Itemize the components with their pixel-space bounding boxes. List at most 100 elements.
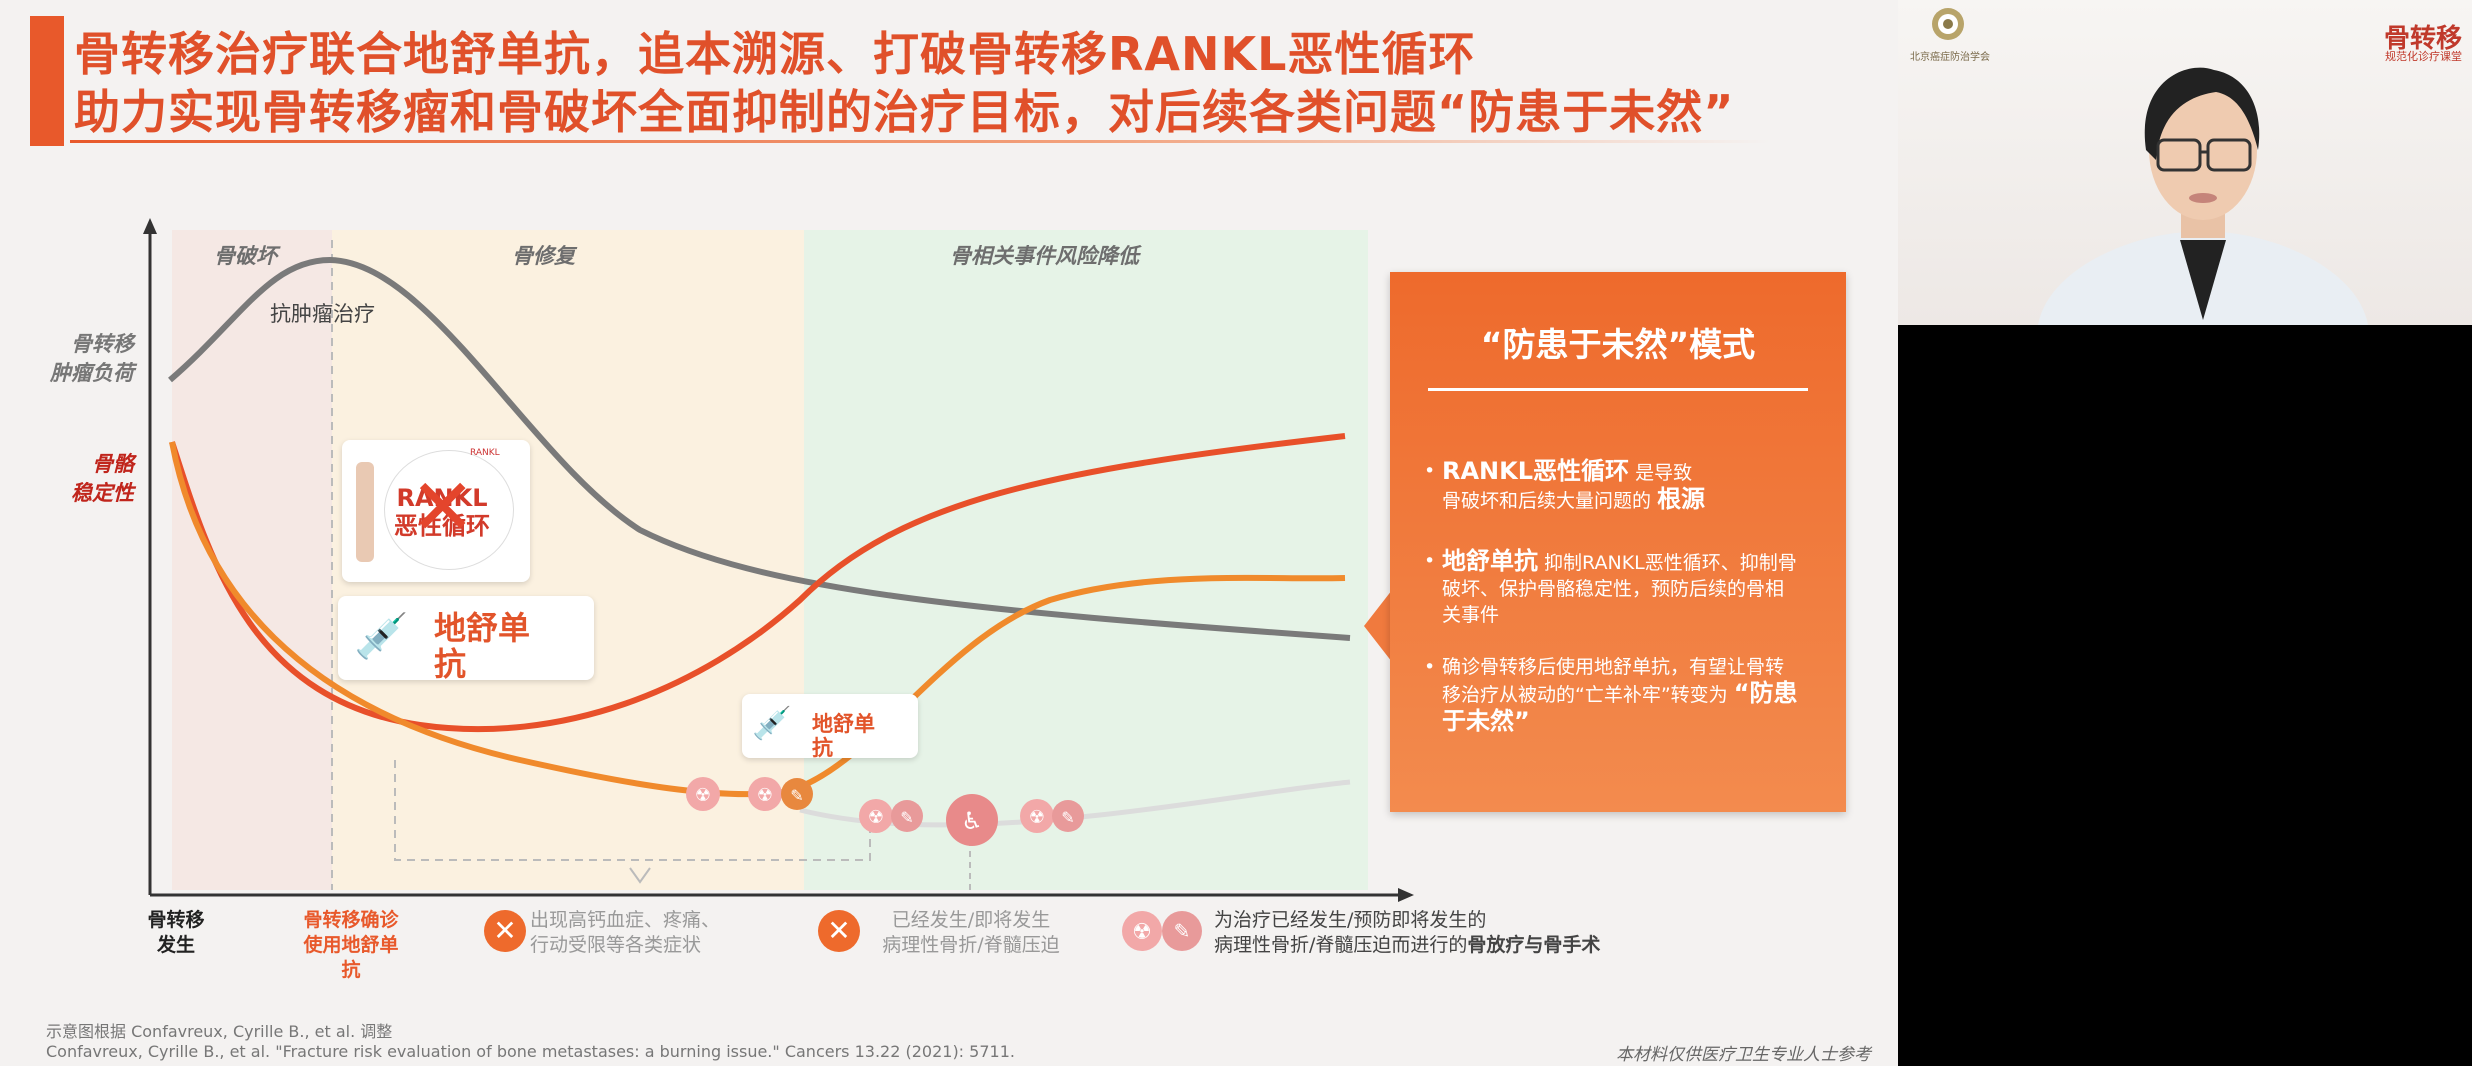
rankl-image-caption: RANKL	[470, 448, 500, 458]
y-axis-arrow	[143, 218, 157, 234]
xlabel-onset-line1: 骨转移	[147, 909, 205, 931]
model-box-pointer	[1364, 590, 1392, 662]
cross-icon: ✕	[410, 463, 476, 553]
xlabel-symptoms: 出现高钙血症、疼痛、 行动受限等各类症状	[530, 908, 750, 958]
xlabel-symptoms-line1: 出现高钙血症、疼痛、	[530, 909, 721, 931]
speaker-video: 北京癌症防治学会 骨转移 规范化诊疗课堂	[1898, 0, 2472, 325]
model-bullet-1-big2: 根源	[1657, 485, 1706, 513]
xlabel-onset: 骨转移 发生	[134, 908, 218, 958]
title-accent-bar	[30, 16, 64, 146]
phase-bg-destruction	[172, 230, 332, 890]
model-bullet-1-big: RANKL恶性循环	[1442, 457, 1630, 485]
xlabel-treatment-line2-text: 病理性骨折/脊髓压迫而进行的	[1214, 934, 1468, 956]
denosumab-callout-small-text: 地舒单 抗	[812, 712, 875, 760]
ylabel-tumor-burden-line1: 骨转移	[71, 332, 134, 356]
model-bullet-2: • 地舒单抗 抑制RANKL恶性循环、抑制骨破坏、保护骨骼稳定性，预防后续的骨相…	[1424, 547, 1797, 626]
denosumab-callout-large-line2: 抗	[434, 645, 467, 683]
model-title: “防患于未然”模式	[1480, 325, 1756, 364]
xlabel-fracture-line2: 病理性骨折/脊髓压迫	[882, 934, 1060, 956]
footnote-line2: Confavreux, Cyrille B., et al. "Fracture…	[46, 1042, 1015, 1061]
ylabel-bone-stability-line1: 骨骼	[92, 452, 134, 476]
xlabel-diagnosis-line1: 骨转移确诊	[303, 909, 399, 931]
rankl-image-text-line2: 恶性循环	[394, 512, 490, 540]
svg-text:✎: ✎	[1061, 808, 1074, 827]
model-box: “防患于未然”模式 • RANKL恶性循环 是导致 骨破坏和后续大量问题的 根源…	[1390, 272, 1846, 812]
denosumab-callout-small-line1: 地舒单	[812, 712, 875, 736]
svg-text:♿: ♿	[961, 807, 983, 835]
syringe-icon: 💉	[354, 611, 409, 662]
svg-text:☢: ☢	[1132, 920, 1152, 945]
svg-text:✎: ✎	[900, 808, 913, 827]
svg-text:✎: ✎	[1174, 919, 1191, 943]
event-marker-radiation-1: ☢	[686, 777, 720, 811]
glasses-left	[2156, 138, 2202, 172]
phase-bg-risk	[804, 230, 1368, 890]
ylabel-tumor-burden: 骨转移 肿瘤负荷	[30, 330, 134, 388]
treatment-icons: ☢ ✎	[1122, 911, 1202, 951]
scalpel-icon	[1162, 911, 1202, 951]
syringe-icon: 💉	[752, 704, 792, 742]
denosumab-callout-small-line2: 抗	[812, 736, 833, 760]
society-logo-text: 北京癌症防治学会	[1910, 52, 1990, 63]
program-title: 骨转移	[2383, 24, 2462, 54]
rankl-cycle-image: RANKL RANKL 恶性循环 ✕	[342, 440, 530, 582]
ylabel-tumor-burden-line2: 肿瘤负荷	[50, 361, 134, 385]
face	[2149, 80, 2257, 220]
xlabel-diagnosis-line2: 使用地舒单	[303, 934, 399, 956]
cycle-circle	[384, 450, 514, 570]
event-marker-patient: ♿	[946, 794, 998, 846]
model-bullet-2-big: 地舒单抗	[1442, 547, 1538, 575]
model-bullet-3-small: 确诊骨转移后使用地舒单抗，有望让骨转移治疗从被动的“亡羊补牢”转变为	[1442, 656, 1785, 706]
denosumab-callout-large-text: 地舒单 抗	[434, 610, 530, 682]
xlabel-onset-line2: 发生	[156, 934, 195, 956]
svg-text:☢: ☢	[868, 807, 884, 828]
event-marker-scalpel-2: ✎	[891, 800, 923, 832]
rankl-image-text: RANKL 恶性循环	[394, 484, 490, 540]
footnote: 示意图根据 Confavreux, Cyrille B., et al. 调整 …	[46, 1022, 1015, 1062]
event-marker-scalpel-3: ✎	[1052, 800, 1084, 832]
xlabel-treatment-line1: 为治疗已经发生/预防即将发生的	[1214, 909, 1487, 931]
phase-label-destruction: 骨破坏	[214, 244, 277, 268]
xlabel-treatment-bold: 骨放疗与骨手术	[1467, 934, 1601, 956]
model-bullet-3: • 确诊骨转移后使用地舒单抗，有望让骨转移治疗从被动的“亡羊补牢”转变为 “防患…	[1424, 656, 1798, 735]
denosumab-callout-large: 💉 地舒单 抗	[338, 596, 594, 682]
empty-video-area	[1898, 325, 2472, 1066]
model-bullet-1-small1: 是导致	[1635, 462, 1693, 484]
event-marker-scalpel-1: ✎	[781, 778, 813, 810]
x-mark-icon: ✕	[484, 910, 526, 952]
annotation-antitumor: 抗肿瘤治疗	[270, 302, 375, 326]
footnote-line1: 示意图根据 Confavreux, Cyrille B., et al. 调整	[46, 1022, 393, 1041]
xlabel-diagnosis-line3: 抗	[341, 959, 361, 981]
slide-title-line2: 助力实现骨转移瘤和骨破坏全面抑制的治疗目标，对后续各类问题“防患于未然”	[74, 85, 1735, 139]
title-underline	[70, 140, 1770, 143]
bracket-point	[629, 867, 651, 884]
model-bullet-3-big: “防患于未然”	[1442, 679, 1798, 735]
ylabel-bone-stability-line2: 稳定性	[71, 481, 134, 505]
denosumab-callout-large-line1: 地舒单	[434, 609, 531, 647]
phase-label-repair: 骨修复	[512, 244, 575, 268]
svg-text:☢: ☢	[757, 785, 773, 806]
xlabel-treatment-line2: 病理性骨折/脊髓压迫而进行的骨放疗与骨手术	[1214, 933, 1634, 958]
slide: 骨转移治疗联合地舒单抗，追本溯源、打破骨转移RANKL恶性循环 助力实现骨转移瘤…	[0, 0, 1898, 1066]
model-bullet-2-small: 抑制RANKL恶性循环、抑制骨破坏、保护骨骼稳定性，预防后续的骨相关事件	[1442, 552, 1797, 626]
svg-text:☢: ☢	[695, 785, 711, 806]
x-axis-arrow	[1398, 888, 1414, 902]
symptom-bracket	[394, 760, 871, 861]
stability-curve-denosumab	[169, 433, 1346, 733]
event-marker-radiation-3: ☢	[859, 799, 893, 833]
inner-shirt	[2180, 240, 2226, 320]
disclaimer: 本材料仅供医疗卫生专业人士参考	[1616, 1045, 1871, 1065]
ylabel-bone-stability: 骨骼 稳定性	[30, 450, 134, 508]
femur-illustration	[356, 462, 374, 562]
event-marker-radiation-4: ☢	[1020, 799, 1054, 833]
svg-text:☢: ☢	[1029, 807, 1045, 828]
program-subtitle: 规范化诊疗课堂	[2385, 50, 2462, 63]
denosumab-callout-small: 💉 地舒单 抗	[742, 694, 918, 760]
rankl-image-text-line1: RANKL	[396, 484, 488, 512]
svg-text:✎: ✎	[790, 786, 803, 805]
mouth	[2189, 193, 2217, 203]
model-title-rule	[1428, 388, 1808, 391]
speaker-illustration	[1932, 8, 2368, 325]
xlabel-diagnosis: 骨转移确诊 使用地舒单 抗	[286, 908, 416, 983]
glasses-right	[2206, 138, 2252, 172]
